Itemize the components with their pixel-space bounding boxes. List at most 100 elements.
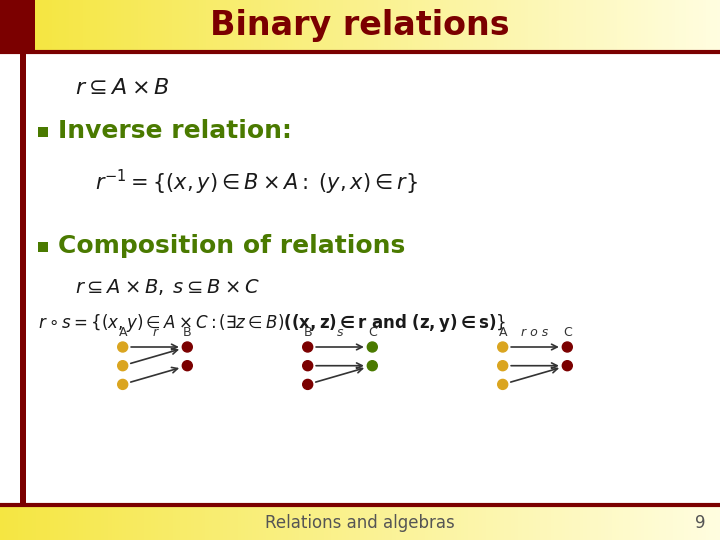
Bar: [414, 505, 418, 540]
Bar: [117, 0, 121, 52]
Bar: [412, 0, 415, 52]
Bar: [367, 0, 371, 52]
Text: B: B: [303, 326, 312, 339]
Bar: [381, 0, 385, 52]
Bar: [349, 505, 354, 540]
Bar: [209, 505, 213, 540]
Bar: [206, 0, 210, 52]
Bar: [461, 505, 465, 540]
Bar: [354, 0, 357, 52]
Bar: [288, 505, 292, 540]
Bar: [580, 0, 583, 52]
Bar: [410, 505, 415, 540]
Bar: [400, 505, 404, 540]
Text: r o s: r o s: [521, 326, 549, 339]
Bar: [306, 505, 310, 540]
Bar: [76, 0, 80, 52]
Bar: [47, 505, 51, 540]
Bar: [361, 0, 364, 52]
Bar: [52, 0, 56, 52]
Bar: [86, 505, 91, 540]
Bar: [457, 505, 462, 540]
Bar: [494, 0, 498, 52]
Bar: [140, 505, 145, 540]
Bar: [367, 505, 372, 540]
Bar: [223, 0, 228, 52]
Bar: [586, 0, 590, 52]
Bar: [0, 0, 35, 52]
Bar: [493, 505, 498, 540]
Bar: [418, 505, 422, 540]
Bar: [436, 505, 440, 540]
Bar: [669, 0, 672, 52]
Bar: [319, 0, 323, 52]
Bar: [529, 505, 534, 540]
Bar: [63, 0, 66, 52]
Text: C: C: [368, 326, 377, 339]
Bar: [450, 505, 454, 540]
Circle shape: [182, 342, 192, 352]
Bar: [55, 0, 60, 52]
Bar: [101, 505, 105, 540]
Bar: [119, 505, 123, 540]
Bar: [590, 0, 594, 52]
Bar: [515, 0, 518, 52]
Text: $r^{-1} = \{(x,y) \in B \times A :\; (y,x) \in r\}$: $r^{-1} = \{(x,y) \in B \times A :\; (y,…: [95, 167, 418, 197]
Bar: [384, 0, 388, 52]
Bar: [535, 0, 539, 52]
Bar: [295, 0, 300, 52]
Bar: [580, 505, 584, 540]
Bar: [526, 505, 530, 540]
Bar: [4, 505, 8, 540]
Bar: [317, 505, 321, 540]
Bar: [652, 505, 656, 540]
Bar: [205, 505, 210, 540]
Bar: [248, 0, 251, 52]
Bar: [38, 0, 42, 52]
Bar: [162, 505, 166, 540]
Circle shape: [562, 361, 572, 370]
Bar: [29, 505, 33, 540]
Bar: [422, 0, 426, 52]
Bar: [562, 505, 566, 540]
Bar: [230, 505, 235, 540]
Bar: [121, 0, 125, 52]
Bar: [603, 0, 608, 52]
Bar: [186, 0, 189, 52]
Bar: [655, 505, 660, 540]
Bar: [684, 505, 688, 540]
Bar: [446, 505, 451, 540]
Bar: [196, 0, 200, 52]
Bar: [79, 505, 84, 540]
Text: A: A: [119, 326, 127, 339]
Bar: [648, 0, 652, 52]
Bar: [463, 0, 467, 52]
Bar: [245, 505, 249, 540]
Bar: [199, 0, 203, 52]
Bar: [371, 505, 375, 540]
Bar: [551, 505, 555, 540]
Bar: [624, 0, 628, 52]
Bar: [703, 0, 707, 52]
Bar: [522, 505, 526, 540]
Bar: [36, 505, 40, 540]
Bar: [484, 0, 487, 52]
Bar: [336, 0, 341, 52]
Bar: [212, 505, 217, 540]
Bar: [68, 505, 73, 540]
Bar: [326, 0, 330, 52]
Circle shape: [182, 361, 192, 370]
Bar: [691, 505, 696, 540]
Text: B: B: [183, 326, 192, 339]
Bar: [38, 242, 48, 252]
Bar: [425, 505, 429, 540]
Bar: [124, 0, 128, 52]
Bar: [104, 505, 109, 540]
Bar: [268, 0, 272, 52]
Bar: [601, 505, 606, 540]
Bar: [94, 505, 98, 540]
Bar: [192, 0, 197, 52]
Bar: [641, 505, 645, 540]
Bar: [50, 505, 55, 540]
Bar: [626, 505, 631, 540]
